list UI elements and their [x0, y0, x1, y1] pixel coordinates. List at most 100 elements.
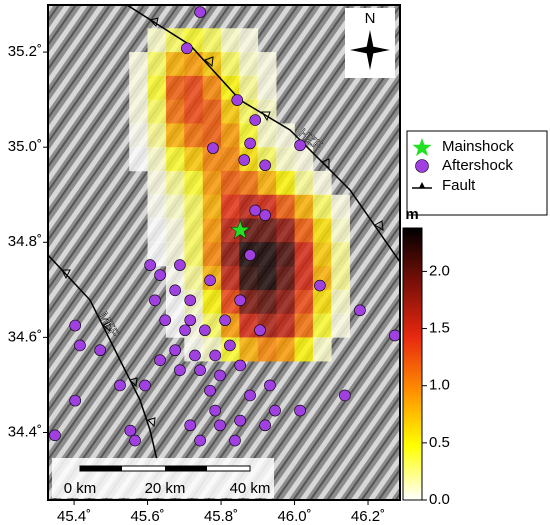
slip-cell — [239, 313, 259, 338]
slip-cell — [276, 242, 295, 267]
slip-cell — [202, 147, 222, 172]
slip-cell — [257, 337, 277, 362]
events — [49, 6, 400, 447]
aftershock — [139, 379, 151, 392]
legend-label: Mainshock — [442, 138, 514, 155]
slip-cell — [221, 99, 240, 124]
aftershock — [69, 319, 81, 332]
aftershock — [264, 379, 276, 392]
aftershock — [154, 354, 166, 367]
legend-label: Fault — [442, 177, 476, 194]
slip-cell — [312, 218, 332, 243]
slip-cell — [184, 218, 203, 243]
slip-cell — [147, 218, 167, 243]
slip-cell — [239, 337, 259, 362]
slip-cell — [312, 194, 332, 219]
colorbar-title: m — [405, 206, 418, 223]
slip-layer — [129, 28, 350, 362]
slip-cell — [165, 123, 185, 148]
slip-cell — [202, 99, 222, 124]
slip-cell — [184, 170, 203, 196]
slip-cell — [294, 194, 314, 219]
slip-cell — [331, 266, 350, 291]
slip-cell — [312, 289, 332, 314]
legend-symbol — [415, 159, 429, 173]
slip-cell — [312, 242, 332, 267]
scale-segment — [80, 466, 122, 471]
slip-cell — [184, 75, 203, 100]
y-tick-label: 34.6˚ — [8, 328, 42, 345]
slip-cell — [165, 75, 185, 100]
slip-cell — [239, 266, 259, 291]
legend-symbol — [412, 138, 432, 156]
slip-cell — [331, 313, 350, 338]
legend: Mainshock Aftershock Fault — [406, 130, 548, 216]
slip-cell — [147, 28, 167, 53]
fault-line — [126, 5, 400, 263]
slip-cell — [202, 170, 222, 196]
aftershock — [124, 424, 137, 437]
slip-cell — [129, 123, 148, 148]
aftershock — [259, 419, 271, 432]
slip-cell — [257, 52, 277, 77]
slip-cell — [221, 289, 240, 314]
slip-cell — [129, 52, 148, 77]
aftershock — [94, 344, 106, 357]
aftershock — [129, 434, 141, 447]
colorbar-tick-label: 0.5 — [429, 434, 450, 451]
aftershock — [194, 6, 206, 18]
slip-cell — [276, 313, 295, 338]
slip-cell — [221, 123, 240, 148]
slip-cell — [294, 266, 314, 291]
north-arrow: N — [345, 8, 395, 78]
slip-cell — [276, 218, 295, 243]
aftershock — [207, 142, 219, 154]
aftershock — [259, 159, 271, 172]
slip-cell — [276, 147, 295, 172]
fault-teeth — [149, 17, 384, 231]
aftershock — [294, 139, 306, 152]
scale-box — [52, 458, 274, 498]
aftershock — [224, 339, 236, 352]
slip-cell — [184, 194, 203, 219]
aftershock — [179, 324, 191, 337]
slip-cell — [239, 28, 259, 53]
aftershock — [339, 389, 351, 402]
slip-cell — [184, 147, 203, 172]
slip-cell — [221, 266, 240, 291]
slip-cell — [147, 147, 167, 172]
slip-cell — [184, 123, 203, 148]
slip-cell — [147, 194, 167, 219]
slip-cell — [331, 242, 350, 267]
scale-bar: 0 km 20 km 40 km — [52, 458, 274, 498]
slip-cell — [202, 218, 222, 243]
slip-cell — [257, 123, 277, 148]
aftershock — [169, 284, 181, 297]
aftershock — [74, 339, 86, 352]
slip-cell — [221, 28, 240, 53]
aftershock — [249, 204, 262, 217]
slip-cell — [147, 123, 167, 148]
slip-cell — [202, 28, 222, 53]
slip-cell — [294, 289, 314, 314]
slip-cell — [202, 289, 222, 314]
y-tick-label: 34.4˚ — [8, 423, 42, 440]
legend-symbol — [419, 182, 425, 188]
slip-cell — [276, 289, 295, 314]
aftershock — [184, 294, 196, 307]
slip-cell — [202, 75, 222, 100]
aftershock — [314, 279, 326, 292]
aftershock — [214, 369, 226, 382]
aftershock — [49, 429, 61, 442]
aftershock — [238, 154, 251, 166]
aftershock — [244, 389, 256, 402]
slip-cell — [165, 218, 185, 243]
aftershock — [244, 249, 256, 261]
slip-cell — [221, 170, 240, 196]
slip-cell — [202, 194, 222, 219]
slip-cell — [239, 52, 259, 77]
mainshock — [230, 219, 251, 239]
slip-cell — [239, 75, 259, 100]
aftershock — [194, 434, 206, 447]
aftershock — [234, 359, 246, 372]
